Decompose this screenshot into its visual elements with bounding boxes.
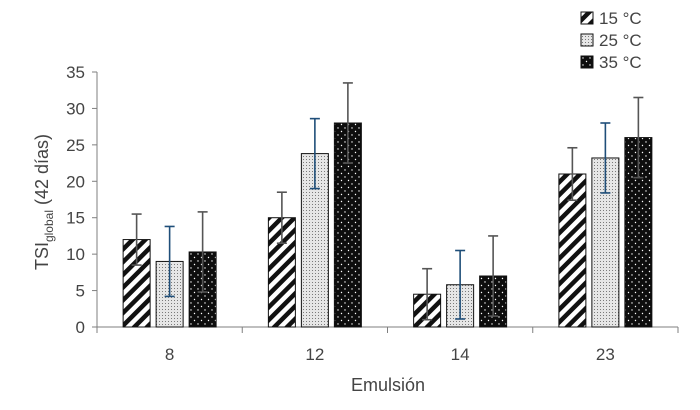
legend-label: 25 °C <box>599 31 642 50</box>
x-tick-label: 12 <box>305 345 324 364</box>
legend-label: 15 °C <box>599 9 642 28</box>
y-axis-title-sub: global <box>42 210 56 242</box>
x-tick-label: 23 <box>596 345 615 364</box>
error-bar <box>600 122 611 194</box>
y-tick-label: 35 <box>66 63 85 82</box>
error-bar <box>422 267 433 321</box>
y-tick-label: 30 <box>66 99 85 118</box>
error-bar <box>164 225 175 298</box>
y-axis-title: TSIglobal (42 días) <box>32 134 56 270</box>
legend-item: 15 °C <box>580 9 642 28</box>
error-bar <box>342 82 353 164</box>
y-axis: 0 5 10 15 20 25 30 35 <box>66 63 98 337</box>
legend-item: 35 °C <box>580 53 642 72</box>
x-axis: 8 12 14 23 <box>96 326 679 364</box>
legend-swatch <box>580 55 594 69</box>
y-tick-label: 25 <box>66 136 85 155</box>
y-axis-title-main: TSI <box>32 242 52 270</box>
y-tick-label: 10 <box>66 245 85 264</box>
error-bar <box>633 96 644 179</box>
y-tick-label: 5 <box>76 282 85 301</box>
error-bar <box>488 235 499 317</box>
error-bars-group <box>131 82 644 321</box>
legend-swatch <box>580 11 594 25</box>
y-tick-label: 20 <box>66 172 85 191</box>
error-bar <box>309 117 320 190</box>
bar-12-series-3 <box>333 122 362 328</box>
error-bar <box>567 146 578 202</box>
y-tick-label: 0 <box>76 318 85 337</box>
error-bar <box>131 213 142 266</box>
y-tick-label: 15 <box>66 209 85 228</box>
x-axis-title: Emulsión <box>351 375 425 395</box>
error-bar <box>276 191 287 245</box>
legend-label: 35 °C <box>599 53 642 72</box>
x-tick-label: 14 <box>451 345 470 364</box>
legend-swatch <box>580 33 594 47</box>
legend-item: 25 °C <box>580 31 642 50</box>
x-tick-label: 8 <box>165 345 174 364</box>
error-bar <box>197 211 208 293</box>
y-axis-title-rest: (42 días) <box>32 134 52 210</box>
error-bar <box>455 249 466 320</box>
legend: 15 °C 25 °C 35 °C <box>580 9 642 72</box>
